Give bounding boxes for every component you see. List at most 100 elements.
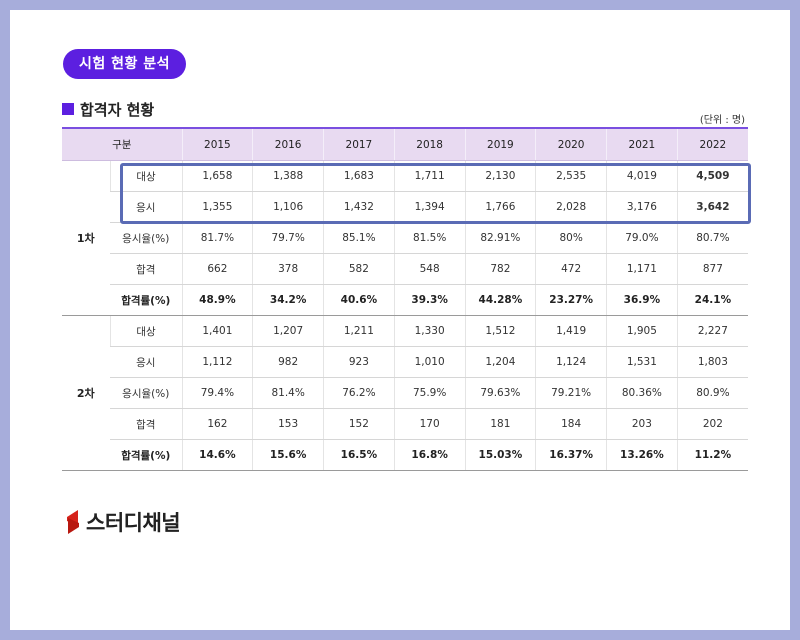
table-cell: 79.7%	[252, 222, 324, 254]
table-cell: 14.6%	[181, 439, 253, 471]
table-cell: 48.9%	[181, 284, 253, 316]
table-cell: 79.0%	[606, 222, 678, 254]
table-cell: 153	[252, 408, 324, 440]
table-cell: 2,130	[464, 160, 536, 192]
table-cell: 877	[676, 253, 749, 285]
table-cell: 378	[252, 253, 324, 285]
table-cell: 548	[393, 253, 466, 285]
table-cell: 1,766	[464, 191, 536, 223]
table-cell: 39.3%	[393, 284, 466, 316]
table-cell: 152	[323, 408, 395, 440]
table-cell: 1,711	[393, 160, 466, 192]
table-cell: 472	[535, 253, 607, 285]
category-badge: 시험 현황 분석	[63, 49, 187, 79]
table-cell: 1,124	[535, 346, 607, 378]
row-label: 응시율(%)	[110, 222, 183, 254]
header-year: 2015	[181, 127, 253, 161]
table-cell: 13.26%	[606, 439, 678, 471]
table-cell: 11.2%	[676, 439, 749, 471]
header-year: 2021	[606, 127, 678, 161]
row-label: 대상	[109, 315, 183, 347]
table-cell: 1,803	[676, 346, 749, 378]
table-cell: 16.37%	[535, 439, 607, 471]
table-cell: 2,028	[535, 191, 607, 223]
table-cell: 1,106	[252, 191, 324, 223]
table-cell: 162	[181, 408, 253, 440]
table-row: 응시 1,355 1,106 1,432 1,394 1,766 2,028 3,176 3,6…	[62, 191, 749, 223]
content-card: 시험 현황 분석 합격자 현황 (단위 : 명) 구분 2015 2016 20…	[10, 10, 790, 630]
table-cell: 982	[252, 346, 324, 378]
brand-logo: 스터디채널	[64, 507, 181, 537]
header-corner: 구분	[62, 127, 183, 161]
table-row: 2차 대상 1,401 1,207 1,211 1,330 1,512 1,419 1,905 2…	[62, 315, 749, 471]
table-cell: 80.9%	[676, 377, 749, 409]
table-cell: 34.2%	[252, 284, 324, 316]
table-row: 응시율(%) 79.4% 81.4% 76.2% 75.9% 79.63% 79.21% 80…	[62, 377, 749, 409]
table-cell: 1,658	[181, 160, 253, 192]
table-cell: 2,535	[535, 160, 607, 192]
table-cell: 181	[464, 408, 536, 440]
table-cell: 24.1%	[676, 284, 749, 316]
section-heading: 합격자 현황	[62, 99, 154, 119]
table-cell: 1,204	[464, 346, 536, 378]
table-cell: 15.03%	[464, 439, 536, 471]
table-cell: 1,683	[323, 160, 395, 192]
table-cell: 1,112	[181, 346, 253, 378]
table-row: 합격 662 378 582 548 782 472 1,171 877	[62, 253, 749, 285]
table-cell: 1,401	[181, 315, 253, 347]
header-year: 2019	[464, 127, 536, 161]
table-cell: 79.63%	[464, 377, 536, 409]
table-row: 합격 162 153 152 170 181 184 203 202	[62, 408, 749, 440]
table-cell: 202	[676, 408, 749, 440]
table-cell: 15.6%	[252, 439, 324, 471]
row-label: 합격	[110, 408, 183, 440]
table-cell: 79.4%	[181, 377, 253, 409]
table-cell: 1,010	[393, 346, 466, 378]
table-row: 합격률(%) 14.6% 15.6% 16.5% 16.8% 15.03% 16.37% 13…	[62, 439, 749, 471]
table-cell: 79.21%	[535, 377, 607, 409]
table-cell: 1,432	[323, 191, 395, 223]
table-cell: 36.9%	[606, 284, 678, 316]
row-label: 합격	[110, 253, 183, 285]
table-cell: 4,509	[676, 160, 749, 192]
row-label: 대상	[109, 160, 183, 192]
group-label: 1차	[62, 160, 110, 316]
row-label: 합격률(%)	[110, 439, 183, 471]
table-cell: 1,531	[606, 346, 678, 378]
table-row: 응시율(%) 81.7% 79.7% 85.1% 81.5% 82.91% 80% 79.0%…	[62, 222, 749, 254]
table-cell: 1,355	[181, 191, 253, 223]
table-row: 1차 대상 1,658 1,388 1,683 1,711 2,130 2,535 4,019 4…	[62, 160, 749, 316]
table-cell: 662	[181, 253, 253, 285]
row-label: 응시	[110, 346, 183, 378]
group-label: 2차	[62, 315, 110, 471]
table-cell: 80.7%	[676, 222, 749, 254]
table-cell: 923	[323, 346, 395, 378]
header-year: 2017	[323, 127, 395, 161]
table-cell: 3,176	[606, 191, 678, 223]
table-body: 1차 대상 1,658 1,388 1,683 1,711 2,130 2,535 4,019 4…	[62, 160, 749, 471]
table-cell: 80.36%	[606, 377, 678, 409]
table-cell: 23.27%	[535, 284, 607, 316]
table-cell: 40.6%	[323, 284, 395, 316]
table-cell: 1,419	[535, 315, 607, 347]
unit-note: (단위 : 명)	[699, 115, 745, 126]
row-label: 응시	[110, 191, 183, 223]
header-year: 2018	[393, 127, 466, 161]
table-cell: 2,227	[676, 315, 749, 347]
section-title: 합격자 현황	[80, 100, 155, 119]
table-cell: 76.2%	[323, 377, 395, 409]
table-cell: 82.91%	[464, 222, 536, 254]
table-cell: 44.28%	[464, 284, 536, 316]
row-label: 합격률(%)	[110, 284, 183, 316]
table-cell: 81.4%	[252, 377, 324, 409]
red-s-logo-icon	[67, 510, 79, 534]
table-cell: 3,642	[676, 191, 749, 223]
logo-text: 스터디채널	[86, 511, 181, 535]
table-cell: 1,512	[464, 315, 536, 347]
table-row: 응시 1,112 982 923 1,010 1,204 1,124 1,531 1,803	[62, 346, 749, 378]
table-cell: 1,394	[393, 191, 466, 223]
table-cell: 782	[464, 253, 536, 285]
table-cell: 85.1%	[323, 222, 395, 254]
row-label: 응시율(%)	[110, 377, 183, 409]
pass-statistics-table: 구분 2015 2016 2017 2018 2019 2020 2021 20…	[62, 127, 749, 471]
